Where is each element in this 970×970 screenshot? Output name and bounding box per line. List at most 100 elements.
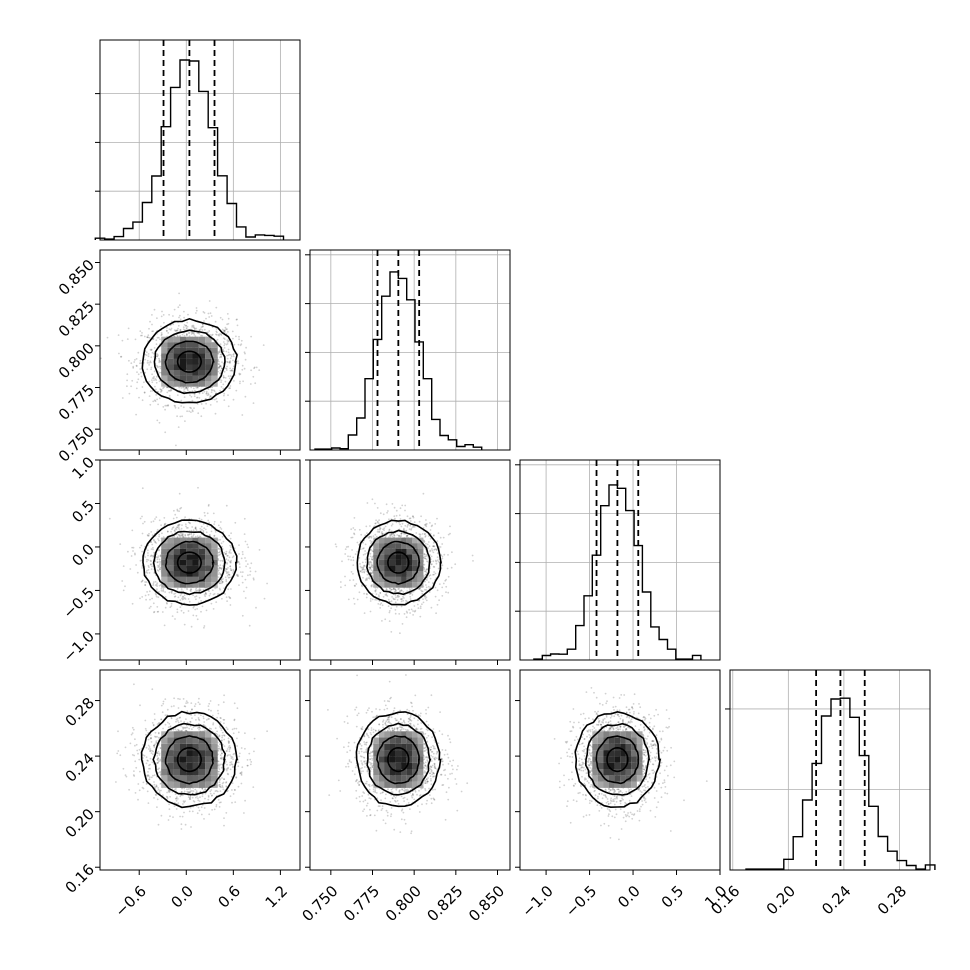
scatter-point: [197, 412, 200, 415]
scatter-point: [228, 573, 231, 576]
scatter-point: [140, 371, 142, 374]
scatter-point: [384, 618, 387, 621]
scatter-point: [205, 392, 208, 395]
scatter-point: [179, 334, 182, 337]
scatter-point: [180, 405, 183, 407]
scatter-point: [154, 584, 157, 586]
scatter-point: [219, 372, 221, 375]
scatter-point: [157, 391, 160, 393]
scatter-point: [155, 516, 158, 518]
scatter-point: [221, 361, 223, 363]
scatter-point: [158, 519, 161, 522]
y-tick-label: 0.850: [55, 256, 98, 299]
scatter-point: [166, 391, 169, 394]
scatter-point: [187, 527, 189, 529]
scatter-point: [369, 535, 371, 538]
scatter-point: [204, 514, 206, 517]
density-cell: [205, 381, 212, 387]
scatter-point: [405, 610, 408, 613]
scatter-point: [242, 380, 245, 383]
scatter-point: [186, 328, 188, 330]
scatter-point: [162, 587, 165, 590]
scatter-point: [239, 571, 242, 573]
scatter-point: [215, 601, 218, 603]
scatter-point: [390, 631, 393, 633]
scatter-point: [160, 589, 163, 592]
scatter-point: [150, 563, 152, 566]
scatter-point: [150, 521, 153, 523]
scatter-point: [230, 355, 233, 358]
scatter-point: [194, 596, 196, 598]
scatter-point: [219, 572, 222, 575]
scatter-point: [406, 525, 409, 528]
scatter-point: [150, 548, 153, 550]
scatter-point: [153, 399, 156, 402]
scatter-point: [205, 402, 208, 405]
density-cell: [167, 336, 174, 343]
scatter-point: [403, 527, 405, 530]
scatter-point: [399, 523, 401, 526]
density-cell: [161, 576, 168, 583]
scatter-point: [146, 368, 149, 371]
scatter-point: [352, 579, 355, 581]
scatter-point: [224, 326, 227, 329]
density-cell: [167, 353, 174, 359]
scatter-point: [429, 574, 432, 576]
scatter-point: [207, 312, 210, 315]
scatter-point: [446, 567, 449, 570]
scatter-point: [429, 529, 432, 531]
scatter-point: [396, 595, 399, 597]
scatter-point: [130, 385, 133, 388]
scatter-point: [441, 586, 444, 589]
scatter-point: [169, 606, 172, 609]
scatter-point: [175, 528, 178, 531]
scatter-point: [220, 353, 223, 356]
scatter-point: [381, 604, 384, 607]
scatter-point: [196, 618, 199, 621]
scatter-point: [345, 546, 348, 548]
scatter-point: [174, 406, 177, 409]
density-cell: [173, 336, 180, 343]
scatter-point: [401, 504, 404, 507]
scatter-point: [128, 392, 131, 395]
scatter-point: [206, 331, 209, 334]
scatter-point: [363, 592, 365, 595]
scatter-point: [218, 365, 221, 368]
scatter-point: [471, 554, 474, 557]
scatter-point: [157, 539, 160, 542]
scatter-point: [245, 346, 248, 349]
scatter-point: [220, 356, 223, 358]
scatter-point: [241, 551, 244, 553]
density-cell: [173, 353, 180, 359]
scatter-point: [139, 368, 142, 370]
scatter-point: [193, 392, 196, 395]
scatter-point: [369, 552, 372, 555]
scatter-point: [420, 590, 423, 593]
scatter-point: [151, 377, 154, 379]
scatter-point: [134, 553, 136, 556]
scatter-point: [225, 580, 228, 583]
scatter-point: [219, 551, 221, 553]
scatter-point: [169, 389, 172, 392]
scatter-point: [178, 292, 181, 295]
scatter-point: [360, 566, 363, 569]
scatter-point: [179, 507, 182, 510]
scatter-point: [193, 605, 195, 608]
scatter-point: [156, 355, 159, 358]
scatter-point: [183, 396, 186, 398]
scatter-point: [241, 581, 244, 584]
scatter-point: [218, 360, 220, 363]
scatter-point: [439, 546, 442, 548]
scatter-point: [344, 575, 346, 578]
scatter-point: [152, 548, 155, 551]
scatter-point: [150, 560, 153, 562]
scatter-point: [181, 524, 183, 526]
scatter-point: [219, 364, 222, 367]
scatter-point: [190, 333, 193, 335]
scatter-point: [408, 528, 411, 531]
scatter-point: [143, 335, 146, 338]
scatter-point: [208, 521, 211, 524]
scatter-point: [395, 596, 397, 599]
scatter-point: [172, 526, 175, 529]
scatter-point: [402, 532, 405, 535]
